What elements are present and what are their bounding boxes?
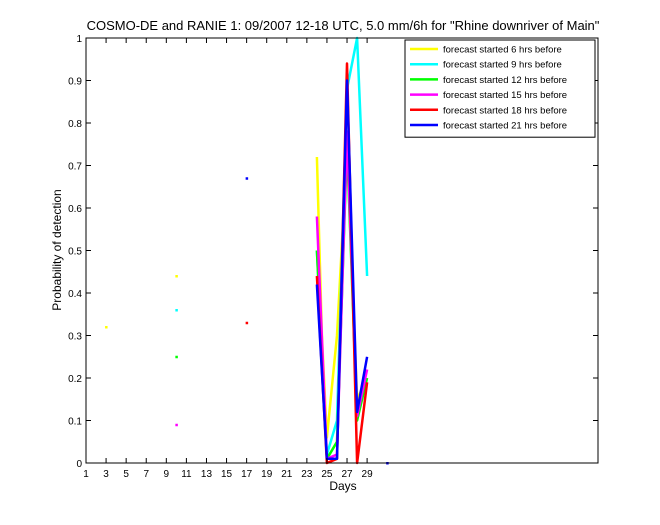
y-tick-label: 0.6 (68, 204, 82, 215)
data-point (105, 326, 108, 329)
y-tick-label: 0.8 (68, 119, 82, 130)
y-tick-label: 0 (76, 459, 82, 470)
data-point (245, 321, 249, 325)
y-tick-label: 0.5 (68, 247, 82, 258)
legend-label: forecast started 15 hrs before (443, 90, 567, 101)
y-tick-label: 1 (76, 34, 82, 45)
legend-label: forecast started 12 hrs before (443, 75, 567, 86)
x-tick-label: 9 (164, 469, 170, 480)
x-tick-label: 25 (321, 469, 333, 480)
x-tick-label: 7 (143, 469, 149, 480)
y-tick-label: 0.7 (68, 162, 82, 173)
y-tick-label: 0.4 (68, 289, 82, 300)
data-point (175, 275, 178, 278)
x-tick-label: 1 (83, 469, 89, 480)
y-tick-label: 0.9 (68, 77, 82, 88)
data-point (175, 423, 178, 427)
legend-label: forecast started 6 hrs before (443, 45, 562, 56)
legend (404, 39, 596, 138)
y-axis-label: Probability of detection (50, 189, 64, 310)
x-tick-label: 3 (103, 469, 109, 480)
legend-label: forecast started 18 hrs before (443, 105, 567, 116)
x-tick-label: 19 (261, 469, 273, 480)
x-tick-label: 15 (221, 469, 233, 480)
data-point (175, 355, 178, 359)
y-tick-label: 0.2 (68, 374, 82, 385)
x-tick-label: 27 (341, 469, 353, 480)
legend-label: forecast started 9 hrs before (443, 60, 562, 71)
series-line (315, 79, 369, 461)
chart-title: COSMO-DE and RANIE 1: 09/2007 12-18 UTC,… (87, 18, 600, 33)
x-tick-label: 29 (362, 469, 374, 480)
data-point (175, 309, 178, 312)
x-tick-label: 13 (201, 469, 213, 480)
y-tick-label: 0.3 (68, 332, 82, 343)
x-tick-label: 5 (123, 469, 129, 480)
legend-label: forecast started 21 hrs before (443, 121, 567, 132)
x-tick-label: 11 (181, 469, 192, 480)
y-tick-label: 0.1 (68, 417, 82, 428)
data-point (245, 177, 249, 180)
x-axis-label: Days (329, 479, 356, 493)
x-tick-label: 21 (281, 469, 293, 480)
x-tick-label: 17 (241, 469, 253, 480)
x-tick-label: 23 (301, 469, 313, 480)
